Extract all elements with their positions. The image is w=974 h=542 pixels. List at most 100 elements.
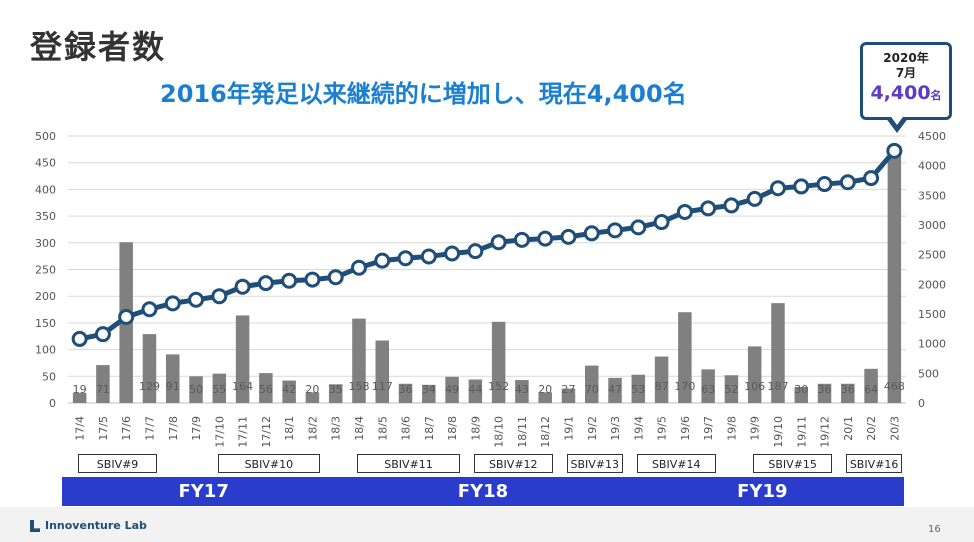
bar <box>352 318 366 403</box>
left-axis-tick-label: 400 <box>35 183 56 196</box>
x-axis-tick-label: 18/10 <box>493 416 506 448</box>
x-axis-tick-label: 17/8 <box>167 416 180 441</box>
bar <box>142 334 157 403</box>
x-axis-tick-label: 17/12 <box>260 416 273 448</box>
bar <box>515 380 529 403</box>
bar-data-label: 42 <box>282 383 296 396</box>
x-axis-tick-label: 18/12 <box>539 416 552 448</box>
bar-data-label: 106 <box>744 380 765 393</box>
right-axis-tick-label: 2500 <box>918 249 946 262</box>
company-logo: Innoventure Lab <box>30 519 147 532</box>
program-label: SBIV#10 <box>217 454 321 473</box>
bar <box>794 386 809 403</box>
x-axis-tick-label: 19/4 <box>632 416 645 441</box>
cumulative-point <box>118 308 135 325</box>
callout-value-wrap: 4,400名 <box>863 82 949 107</box>
x-axis-tick-label: 19/8 <box>725 416 738 441</box>
right-axis-tick-label: 1500 <box>918 308 946 321</box>
bar-data-label: 36 <box>399 383 413 396</box>
x-axis-tick-label: 19/7 <box>702 416 715 441</box>
bar <box>678 312 692 403</box>
bar <box>328 384 343 403</box>
bar <box>771 303 785 403</box>
bar <box>747 346 762 403</box>
bar-data-label: 63 <box>701 383 715 396</box>
x-axis-tick-label: 18/8 <box>446 416 459 441</box>
left-axis-tick-label: 450 <box>35 157 56 170</box>
bar <box>584 365 599 403</box>
left-axis-tick-label: 250 <box>35 264 56 277</box>
cumulative-point <box>141 301 158 318</box>
cumulative-point <box>630 219 647 236</box>
cumulative-point <box>676 203 693 220</box>
bar <box>165 354 180 403</box>
bar <box>491 321 506 403</box>
logo-text: Innoventure Lab <box>45 519 147 532</box>
cumulative-point <box>188 291 205 308</box>
x-axis-tick-label: 18/2 <box>306 416 319 441</box>
bar-data-label: 71 <box>96 383 110 396</box>
bar-data-label: 87 <box>655 380 669 393</box>
footer-bar <box>0 507 974 542</box>
bar-data-label: 152 <box>488 380 509 393</box>
bar <box>72 392 87 403</box>
right-axis-tick-label: 3000 <box>918 219 946 232</box>
bar-data-label: 164 <box>232 380 253 393</box>
bar-data-label: 44 <box>468 383 482 396</box>
x-axis-tick-label: 19/3 <box>609 416 622 441</box>
cumulative-point <box>257 275 274 292</box>
cumulative-point <box>350 259 367 276</box>
bar <box>305 392 320 403</box>
x-axis-tick-label: 17/9 <box>190 416 203 441</box>
x-axis-tick-label: 17/5 <box>97 416 110 441</box>
left-axis-tick-label: 50 <box>42 370 56 383</box>
bar <box>841 383 855 403</box>
program-label: SBIV#16 <box>846 454 902 473</box>
right-axis-tick-label: 2000 <box>918 278 946 291</box>
bar-data-label: 55 <box>212 383 226 396</box>
bar <box>538 392 552 403</box>
x-axis-tick-label: 19/5 <box>656 416 669 441</box>
bar-data-label: 52 <box>724 383 738 396</box>
left-axis-tick-label: 150 <box>35 317 56 330</box>
left-axis-tick-label: 350 <box>35 210 56 223</box>
x-axis-tick-label: 18/3 <box>330 416 343 441</box>
cumulative-point <box>234 278 251 295</box>
bar <box>864 368 878 403</box>
x-axis-tick-label: 17/7 <box>143 416 156 441</box>
bar-data-label: 20 <box>538 383 552 396</box>
cumulative-point <box>863 170 880 187</box>
x-axis-tick-label: 19/10 <box>772 416 785 448</box>
x-axis-tick-label: 18/9 <box>469 416 482 441</box>
right-axis-tick-label: 1000 <box>918 338 946 351</box>
bar-data-label: 468 <box>884 380 905 393</box>
bar-data-label: 20 <box>305 383 319 396</box>
x-axis-tick-label: 19/1 <box>562 416 575 441</box>
cumulative-point <box>607 222 624 239</box>
bar <box>375 340 390 403</box>
bar-data-label: 34 <box>422 383 436 396</box>
x-axis-tick-label: 17/6 <box>120 416 133 441</box>
left-axis-tick-label: 200 <box>35 290 56 303</box>
bar-data-label: 64 <box>864 383 878 396</box>
page-number: 16 <box>928 524 941 535</box>
bar-data-label: 19 <box>73 383 87 396</box>
bar-data-label: 91 <box>166 380 180 393</box>
callout-unit: 名 <box>930 89 942 102</box>
bar-data-label: 30 <box>794 383 808 396</box>
bar <box>96 365 110 403</box>
bar <box>212 373 227 403</box>
cumulative-point <box>397 250 414 267</box>
cumulative-point <box>583 225 600 242</box>
bar-data-label: 36 <box>841 383 855 396</box>
bar <box>608 377 622 403</box>
bar-data-label: 129 <box>139 380 160 393</box>
bar <box>422 384 436 403</box>
bar <box>189 376 203 403</box>
bar-data-label: 47 <box>608 383 622 396</box>
cumulative-point <box>839 174 856 191</box>
bar-data-label: 43 <box>515 383 529 396</box>
bar <box>398 383 413 403</box>
program-label: SBIV#11 <box>357 454 460 473</box>
